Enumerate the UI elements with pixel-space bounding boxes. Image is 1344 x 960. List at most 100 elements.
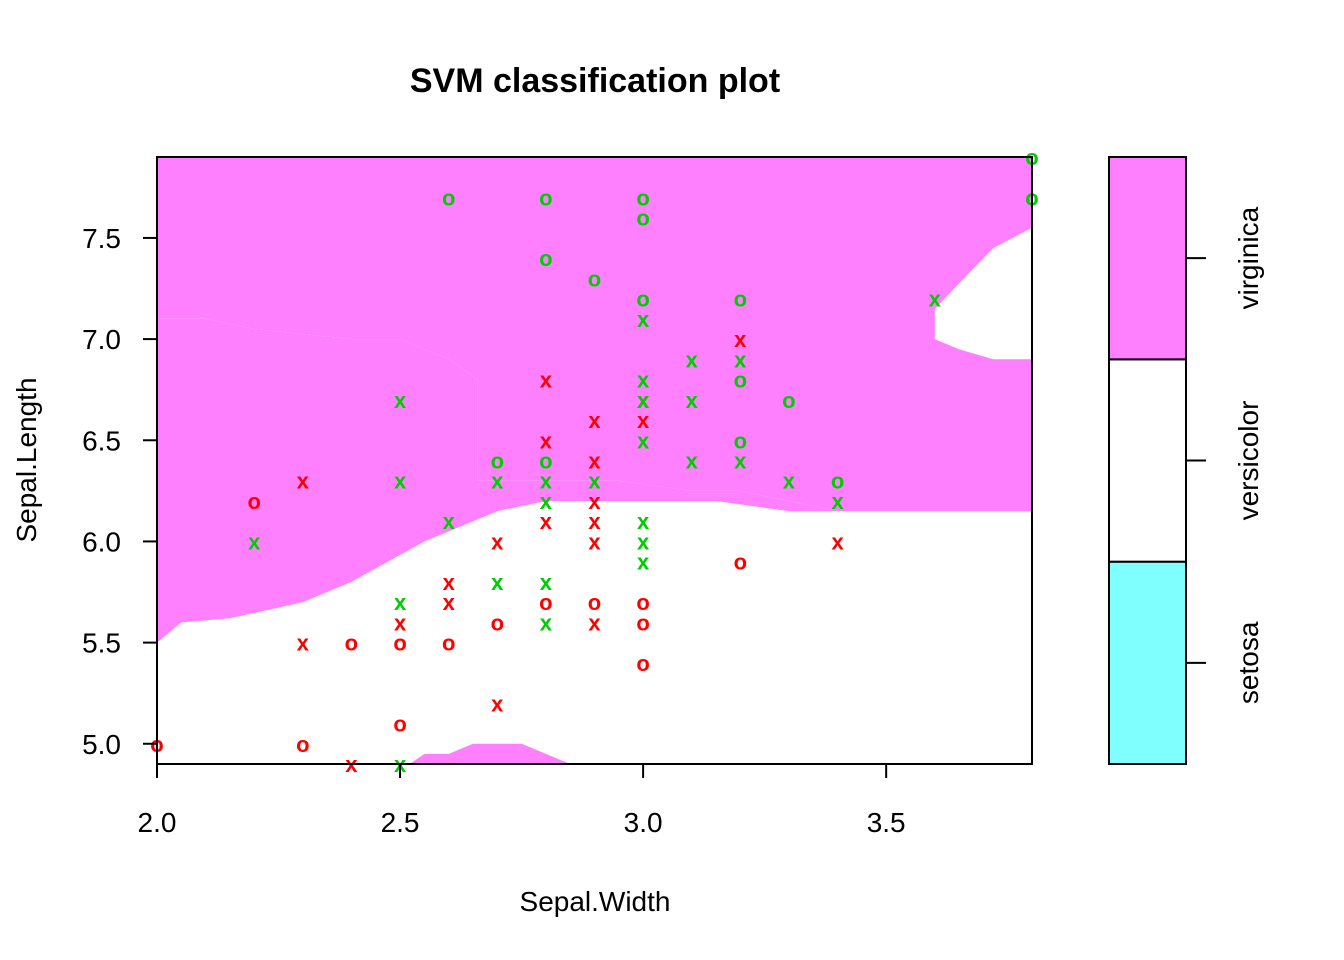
versicolor-point: x [540,509,553,534]
x-axis: 2.0 2.5 3.0 3.5 [138,763,906,838]
versicolor-point: x [297,631,310,656]
x-tick-label: 3.0 [624,807,663,838]
versicolor-point: x [297,469,310,494]
y-axis: 5.0 5.5 6.0 6.5 7.0 7.5 [82,223,157,760]
virginica-point: o [734,287,747,312]
legend-swatch-versicolor [1108,358,1187,563]
virginica-region-top [157,157,1032,512]
virginica-point: x [734,347,747,372]
versicolor-point: x [394,610,407,635]
virginica-point: x [686,347,699,372]
legend-label-setosa: setosa [1233,621,1264,704]
y-tick-label: 6.0 [82,526,121,557]
virginica-point: x [686,449,699,474]
y-tick-label: 6.5 [82,425,121,456]
legend-label-virginica: virginica [1233,206,1264,309]
virginica-point: x [540,610,553,635]
versicolor-point: x [831,529,844,554]
versicolor-point: x [637,388,650,413]
versicolor-point: o [491,610,504,635]
chart-title: SVM classification plot [410,62,780,100]
x-axis-label: Sepal.Width [520,886,671,917]
versicolor-point: x [588,610,601,635]
versicolor-point: x [588,489,601,514]
versicolor-point: x [491,691,504,716]
versicolor-point: o [296,732,309,757]
virginica-point: o [588,266,601,291]
virginica-point: x [443,509,456,534]
versicolor-point: x [588,449,601,474]
x-tick-label: 3.5 [867,807,906,838]
virginica-point: x [831,489,844,514]
versicolor-point: o [393,712,406,737]
versicolor-point: x [540,368,553,393]
versicolor-point: x [588,529,601,554]
versicolor-point: o [734,550,747,575]
virginica-point: x [394,590,407,615]
x-tick-label: 2.0 [138,807,177,838]
virginica-point: x [394,388,407,413]
virginica-point: x [783,469,796,494]
versicolor-point: o [636,651,649,676]
virginica-point: x [929,287,942,312]
virginica-point: x [248,529,261,554]
virginica-point: x [734,449,747,474]
versicolor-point: x [637,408,650,433]
versicolor-point: o [247,489,260,514]
versicolor-point: o [636,590,649,615]
virginica-point: x [637,509,650,534]
y-tick-label: 5.5 [82,628,121,659]
virginica-point: x [588,469,601,494]
x-tick-label: 2.5 [381,807,420,838]
versicolor-point: o [539,590,552,615]
virginica-point: x [540,570,553,595]
virginica-point: o [539,449,552,474]
versicolor-point: x [588,509,601,534]
virginica-point: o [539,246,552,271]
data-points: ooxxooxxooxxoxoxxxxoxxxxxoxxxoooxoxxxxxx… [150,145,1038,777]
virginica-point: o [831,469,844,494]
versicolor-point: x [540,428,553,453]
y-tick-label: 7.0 [82,324,121,355]
versicolor-point: x [588,408,601,433]
class-legend: setosa versicolor virginica [1108,156,1264,766]
virginica-point: x [637,388,650,413]
versicolor-point: o [393,631,406,656]
virginica-point: x [540,489,553,514]
virginica-point: o [636,186,649,211]
versicolor-region-island [934,227,1032,360]
virginica-point: x [637,428,650,453]
y-tick-label: 7.5 [82,223,121,254]
virginica-point: x [540,469,553,494]
virginica-point: x [491,570,504,595]
versicolor-point: o [345,631,358,656]
y-axis-label: Sepal.Length [11,377,42,542]
virginica-point: x [394,469,407,494]
legend-swatch-setosa [1108,560,1187,766]
virginica-point: o [539,186,552,211]
legend-label-versicolor: versicolor [1233,401,1264,521]
virginica-point: x [637,529,650,554]
virginica-region-band [157,318,1032,643]
virginica-point: x [637,550,650,575]
versicolor-point: o [636,610,649,635]
versicolor-point: x [443,570,456,595]
virginica-point: o [491,449,504,474]
versicolor-point: x [491,529,504,554]
virginica-point: o [734,428,747,453]
virginica-point: x [686,388,699,413]
legend-swatch-virginica [1108,156,1187,361]
virginica-point: o [636,287,649,312]
virginica-point: o [734,368,747,393]
versicolor-point: x [734,327,747,352]
virginica-point: x [637,368,650,393]
y-tick-label: 5.0 [82,729,121,760]
virginica-point: o [636,206,649,231]
versicolor-point: x [443,590,456,615]
virginica-point: o [782,388,795,413]
virginica-point: x [637,307,650,332]
virginica-region-bottom [409,743,571,764]
versicolor-point: o [442,631,455,656]
virginica-point: o [442,186,455,211]
